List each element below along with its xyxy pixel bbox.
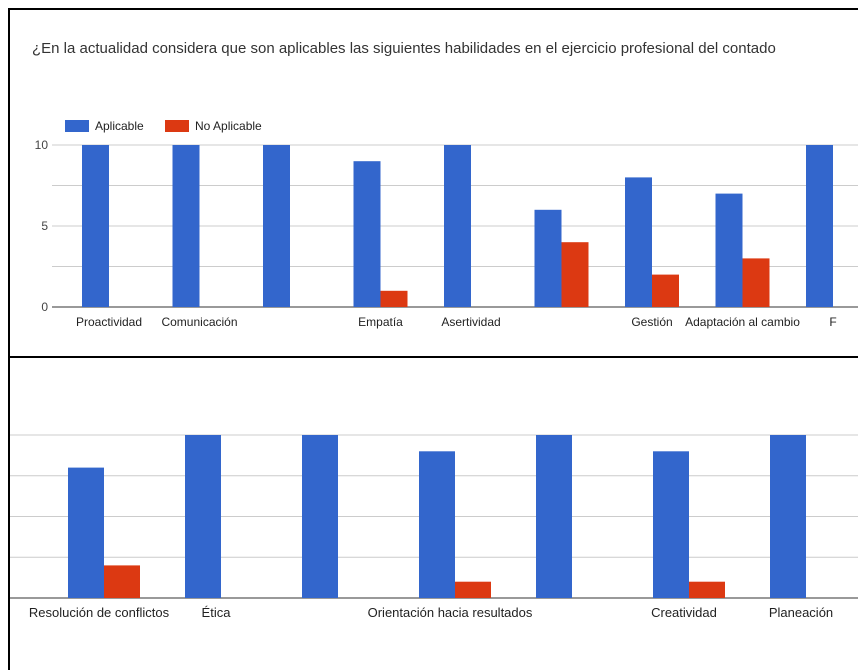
legend-swatch-aplicable bbox=[65, 120, 89, 132]
bar-aplicable bbox=[770, 435, 806, 598]
bar-aplicable bbox=[653, 451, 689, 598]
x-tick-label: Adaptación al cambio bbox=[685, 315, 800, 329]
bar-chart-bottom: Resolución de conflictos Ética Orientación… bbox=[10, 434, 858, 620]
bar-aplicable bbox=[444, 145, 471, 307]
bar-no-aplicable bbox=[380, 290, 408, 307]
bar-aplicable bbox=[806, 145, 833, 307]
x-tick-label: Creatividad bbox=[651, 605, 717, 620]
x-tick-label: Ética bbox=[202, 605, 232, 620]
bar-no-aplicable bbox=[742, 258, 770, 307]
x-tick-label: Resolución de conflictos bbox=[29, 605, 170, 620]
x-tick-label: Orientación hacia resultados bbox=[368, 605, 533, 620]
legend-swatch-no-aplicable bbox=[165, 120, 189, 132]
bar-aplicable bbox=[172, 145, 200, 307]
x-tick-label: Proactividad bbox=[76, 315, 142, 329]
bar-aplicable bbox=[715, 193, 743, 307]
y-tick-label: 0 bbox=[41, 300, 48, 314]
legend-label-aplicable: Aplicable bbox=[95, 119, 144, 133]
bar-aplicable bbox=[534, 209, 562, 307]
chart-panel-bottom: Resolución de conflictos Ética Orientación… bbox=[8, 356, 858, 670]
y-tick-label: 10 bbox=[35, 138, 49, 152]
bar-aplicable bbox=[625, 177, 652, 307]
bar-aplicable bbox=[353, 161, 381, 307]
chart-panel-top: ¿En la actualidad considera que son apli… bbox=[8, 8, 858, 358]
x-tick-label: Planeación bbox=[769, 605, 833, 620]
bar-no-aplicable bbox=[561, 242, 589, 307]
x-tick-label: Gestión bbox=[631, 315, 672, 329]
bar-no-aplicable bbox=[652, 274, 679, 307]
bar-no-aplicable bbox=[689, 581, 725, 598]
legend-label-no-aplicable: No Aplicable bbox=[195, 119, 262, 133]
x-tick-label: Empatía bbox=[358, 315, 403, 329]
bar-no-aplicable bbox=[104, 565, 140, 598]
chart-title: ¿En la actualidad considera que son apli… bbox=[32, 40, 776, 57]
bar-aplicable bbox=[68, 467, 104, 598]
bar-aplicable bbox=[419, 451, 455, 598]
x-tick-label: F bbox=[829, 315, 836, 329]
bar-aplicable bbox=[185, 435, 221, 598]
bar-no-aplicable bbox=[455, 581, 491, 598]
y-tick-label: 5 bbox=[41, 219, 48, 233]
bar-aplicable bbox=[302, 435, 338, 598]
x-tick-label: Asertividad bbox=[441, 315, 500, 329]
bar-aplicable bbox=[82, 145, 109, 307]
bar-chart-top: 0 5 10 Proactividad Comunicación Empatía Asert… bbox=[35, 119, 858, 329]
bar-aplicable bbox=[536, 435, 572, 598]
x-tick-label: Comunicación bbox=[161, 315, 237, 329]
bar-aplicable bbox=[263, 145, 290, 307]
